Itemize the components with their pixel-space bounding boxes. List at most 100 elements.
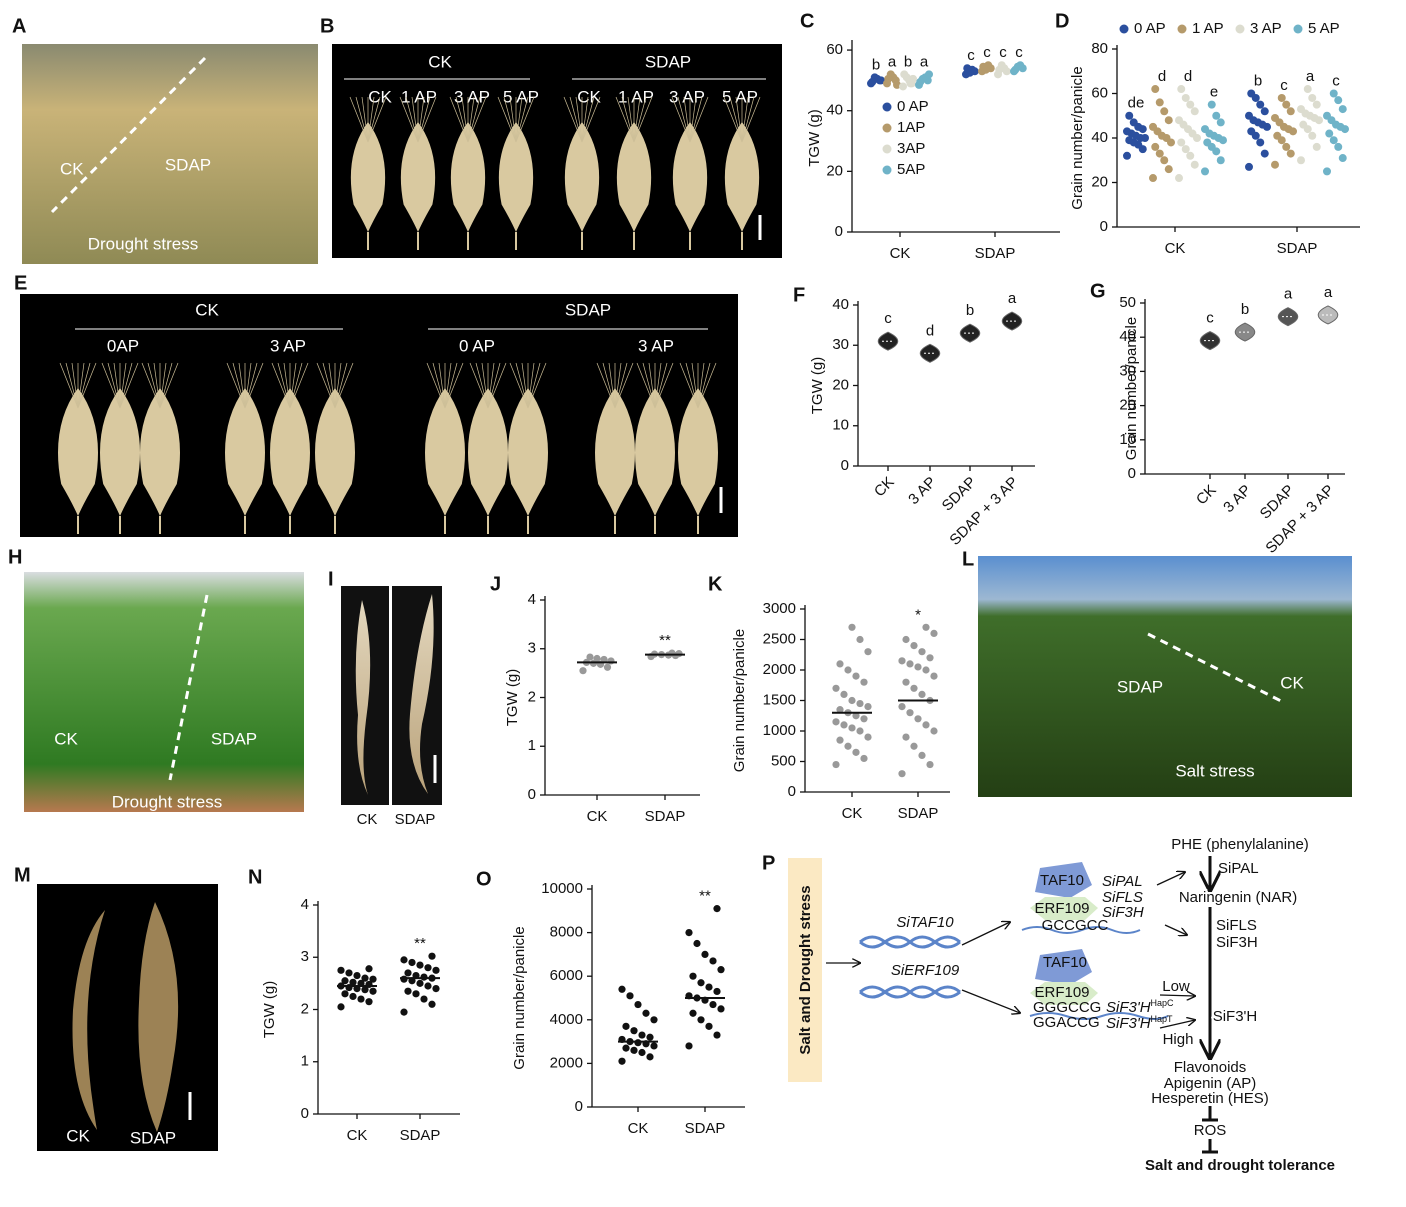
data-point bbox=[902, 635, 910, 644]
arrow bbox=[1164, 924, 1187, 935]
data-point bbox=[634, 1039, 642, 1047]
y-tick-label: 20 bbox=[832, 376, 849, 393]
data-point bbox=[630, 1046, 638, 1054]
awn bbox=[289, 362, 297, 409]
gene-label: SiF3'HHapT bbox=[1106, 1014, 1173, 1032]
data-point bbox=[717, 966, 725, 974]
data-point bbox=[361, 974, 369, 982]
significance-letter: ** bbox=[659, 632, 671, 649]
data-point bbox=[836, 736, 844, 744]
awn bbox=[723, 96, 743, 143]
data-point bbox=[926, 760, 934, 769]
data-point bbox=[1177, 138, 1186, 147]
awn bbox=[683, 96, 691, 143]
y-axis-title: TGW (g) bbox=[504, 669, 521, 727]
data-point bbox=[365, 965, 373, 973]
panicle bbox=[409, 594, 434, 794]
x-tick-label: SDAP bbox=[400, 1127, 441, 1144]
significance-letter: b bbox=[1254, 72, 1262, 89]
data-point bbox=[1277, 93, 1286, 102]
data-point bbox=[918, 751, 926, 760]
panicle bbox=[72, 910, 105, 1130]
spike bbox=[425, 388, 465, 516]
y-tick-label: 2500 bbox=[763, 630, 796, 647]
awn bbox=[527, 362, 535, 409]
x-tick-label: SDAP bbox=[898, 805, 939, 822]
pathway-label: SiF3'H bbox=[1213, 1008, 1258, 1025]
awn bbox=[361, 96, 369, 143]
dna bbox=[859, 985, 961, 999]
photo-label: Salt stress bbox=[1175, 761, 1254, 780]
awn bbox=[59, 362, 79, 409]
awn bbox=[608, 362, 616, 409]
data-point bbox=[717, 1005, 725, 1013]
awn bbox=[527, 362, 547, 409]
y-tick-label: 0 bbox=[575, 1098, 583, 1115]
awn bbox=[244, 362, 264, 409]
awn bbox=[461, 96, 469, 143]
awn bbox=[581, 96, 595, 143]
protein bbox=[1030, 897, 1098, 920]
data-point bbox=[432, 985, 440, 993]
data-point bbox=[902, 733, 910, 741]
data-point bbox=[1190, 160, 1199, 169]
data-point bbox=[848, 623, 856, 631]
gene-label: SiERF109 bbox=[891, 962, 960, 979]
y-tick-label: 30 bbox=[832, 336, 849, 353]
data-point bbox=[607, 657, 615, 665]
data-point bbox=[622, 1044, 630, 1052]
arrow bbox=[1156, 872, 1185, 886]
awn bbox=[444, 362, 464, 409]
awn bbox=[581, 96, 589, 143]
y-tick-label: 1 bbox=[301, 1053, 309, 1070]
significance-letter: de bbox=[1128, 95, 1145, 112]
data-point bbox=[852, 672, 860, 680]
y-tick-label: 0 bbox=[841, 457, 849, 474]
spike bbox=[270, 388, 310, 516]
data-point bbox=[586, 653, 594, 661]
data-point bbox=[349, 978, 357, 986]
data-point bbox=[925, 70, 933, 79]
y-tick-label: 0 bbox=[788, 783, 796, 800]
data-point bbox=[1338, 154, 1347, 163]
awn bbox=[654, 362, 674, 409]
data-point bbox=[697, 1016, 705, 1024]
x-tick-label: 3 AP bbox=[905, 474, 939, 508]
significance-letter: e bbox=[1210, 84, 1218, 101]
arrow bbox=[961, 989, 1020, 1013]
data-point bbox=[1271, 160, 1279, 169]
awn bbox=[636, 362, 656, 409]
photo-b bbox=[332, 44, 782, 258]
y-tick-label: 20 bbox=[1119, 397, 1136, 414]
awn bbox=[621, 96, 635, 143]
photo-label: SDAP bbox=[211, 729, 257, 748]
awn bbox=[334, 362, 348, 409]
awn bbox=[238, 362, 246, 409]
data-point bbox=[1155, 98, 1164, 107]
awn bbox=[399, 96, 419, 143]
data-point bbox=[856, 635, 864, 644]
motif: GGACCG bbox=[1033, 1014, 1100, 1031]
pathway-label: Low bbox=[1162, 978, 1190, 995]
arrow bbox=[1159, 995, 1195, 996]
spike bbox=[450, 122, 486, 232]
awn bbox=[77, 362, 97, 409]
protein bbox=[1030, 982, 1098, 1005]
y-tick-label: 10 bbox=[1119, 431, 1136, 448]
significance-letter: ** bbox=[699, 888, 711, 905]
significance-letter: b bbox=[1241, 301, 1249, 318]
awn bbox=[289, 362, 309, 409]
data-point bbox=[404, 969, 412, 977]
awn bbox=[322, 362, 336, 409]
panel-letter: N bbox=[248, 866, 262, 888]
y-axis-title: TGW (g) bbox=[809, 357, 826, 415]
significance-letter: a bbox=[1306, 68, 1315, 85]
data-point bbox=[361, 986, 369, 994]
y-axis-title: TGW (g) bbox=[806, 109, 823, 167]
significance-letter: d bbox=[926, 322, 934, 339]
awn bbox=[689, 96, 703, 143]
awn bbox=[602, 362, 616, 409]
data-point bbox=[910, 642, 918, 650]
data-point bbox=[860, 715, 868, 723]
data-point bbox=[400, 975, 408, 983]
